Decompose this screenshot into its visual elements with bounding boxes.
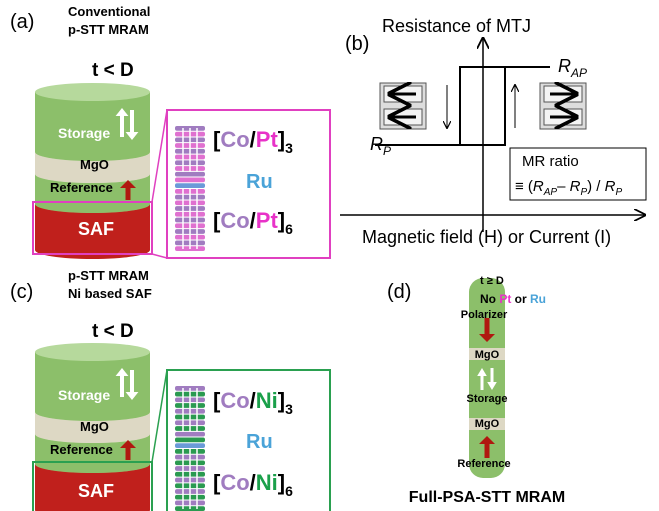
figure: (a) Conventional p-STT MRAM t < D Storag… <box>0 0 659 511</box>
arrow-shaft <box>491 368 494 382</box>
zoom-line <box>152 370 167 462</box>
layer-label: Storage <box>58 125 110 141</box>
panel-title: p-STT MRAM <box>68 268 149 283</box>
layer-label: Polarizer <box>461 309 508 321</box>
layer-label: Reference <box>457 458 510 470</box>
stack-layer <box>175 178 205 183</box>
zoom-line <box>152 254 167 258</box>
arrow-shaft <box>120 116 124 137</box>
layer-label: MgO <box>80 419 109 434</box>
panel-title: Conventional <box>68 4 150 19</box>
panel-label: (c) <box>10 281 33 303</box>
stack-layer <box>175 172 205 177</box>
layer-label: MgO <box>80 157 109 172</box>
stack-label: [Co/Pt]6 <box>213 208 293 237</box>
note: No Pt or Ru <box>480 292 546 306</box>
panel-label: (d) <box>387 281 411 303</box>
cylinder-top <box>35 343 150 361</box>
layer-label: SAF <box>78 481 114 501</box>
arrow-shaft <box>120 376 124 397</box>
axis-label: Magnetic field (H) or Current (I) <box>362 227 611 247</box>
layer-label: MgO <box>475 418 500 430</box>
condition: t ≥ D <box>480 275 504 287</box>
layer-label: SAF <box>78 219 114 239</box>
caption: Full-PSA-STT MRAM <box>409 489 565 506</box>
stack-layer <box>175 443 205 448</box>
level-label: RP <box>370 134 391 158</box>
layer-label: Reference <box>50 180 113 195</box>
stack-layer <box>175 438 205 443</box>
zoom-line <box>152 110 167 202</box>
layer-label: Reference <box>50 442 113 457</box>
level-label: RAP <box>558 56 587 80</box>
cylinder-top <box>35 83 150 101</box>
layer-label: Storage <box>58 387 110 403</box>
stack-label: [Co/Ni]6 <box>213 470 293 499</box>
layer-label: MgO <box>475 349 500 361</box>
stack-label: [Co/Pt]3 <box>213 127 293 156</box>
panel-title: Ni based SAF <box>68 286 152 301</box>
stack-layer <box>175 432 205 437</box>
stack-label: Ru <box>246 431 273 453</box>
stack-label: Ru <box>246 171 273 193</box>
condition: t < D <box>92 60 134 81</box>
mr-title: MR ratio <box>522 153 579 170</box>
layer-label: Storage <box>467 393 508 405</box>
panel-title: p-STT MRAM <box>68 22 149 37</box>
axis-label: Resistance of MTJ <box>382 16 531 36</box>
panel-label: (a) <box>10 11 34 33</box>
arrow-shaft <box>130 110 134 132</box>
arrow-shaft <box>126 188 131 200</box>
stack-layer <box>175 183 205 188</box>
arrow-shaft <box>481 376 484 390</box>
arrow-shaft <box>126 448 131 460</box>
condition: t < D <box>92 321 134 342</box>
stack-label: [Co/Ni]3 <box>213 388 293 417</box>
arrow-shaft <box>485 444 490 458</box>
arrow-shaft <box>130 370 134 392</box>
panel-label: (b) <box>345 33 369 55</box>
